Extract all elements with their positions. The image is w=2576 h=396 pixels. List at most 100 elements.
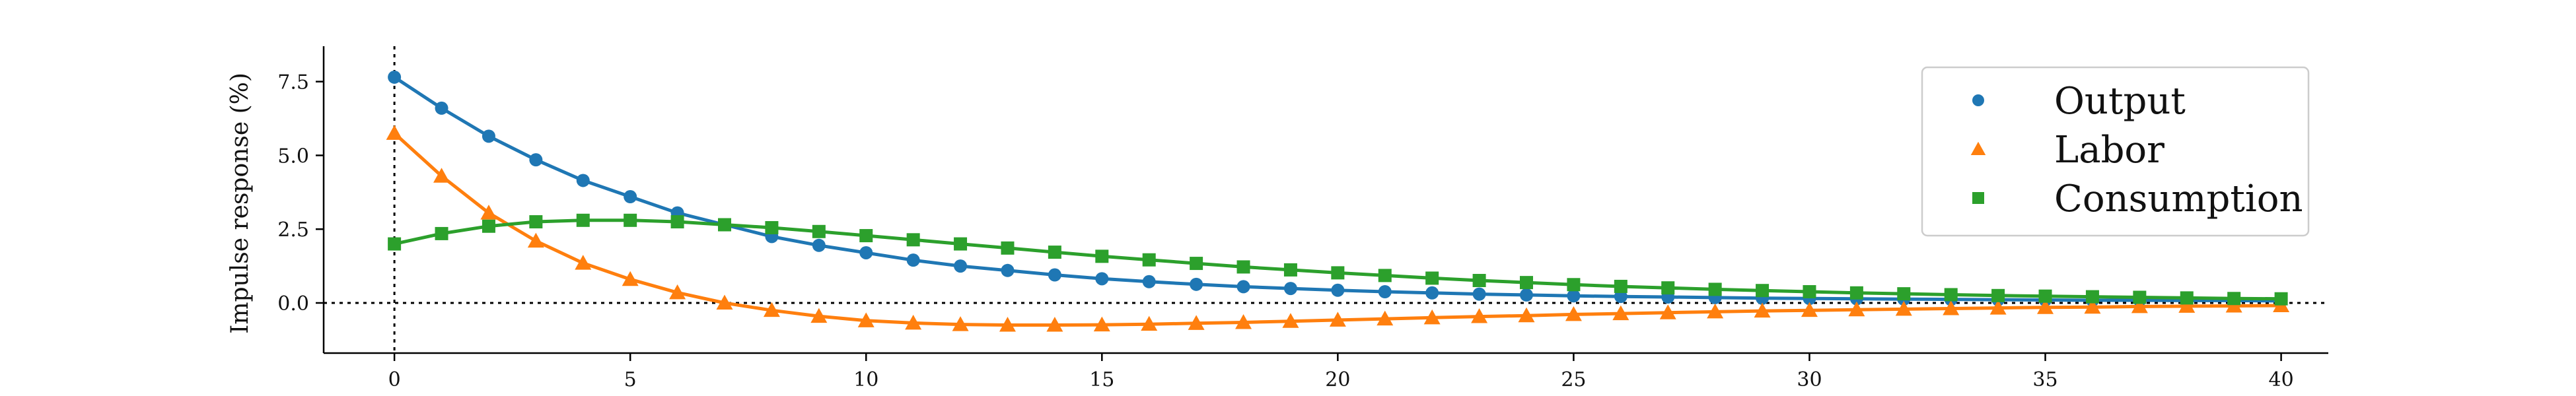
data-point-consumption	[1190, 257, 1203, 271]
x-tick-label: 15	[1089, 368, 1114, 391]
data-point-output	[954, 259, 968, 273]
data-point-labor	[857, 312, 875, 327]
data-point-consumption	[1567, 278, 1581, 292]
data-point-labor	[480, 205, 497, 220]
x-tick-label: 40	[2268, 368, 2293, 391]
y-axis-label: Impulse response (%)	[227, 73, 254, 334]
data-point-output	[1048, 268, 1061, 282]
legend: Output Labor Consumption	[1921, 66, 2310, 237]
data-point-consumption	[1048, 246, 1061, 259]
data-point-labor	[1471, 308, 1488, 323]
data-point-output	[482, 129, 495, 143]
data-point-consumption	[388, 237, 402, 251]
data-point-consumption	[1520, 276, 1533, 290]
data-point-labor	[1423, 309, 1441, 325]
x-tick-label: 35	[2032, 368, 2057, 391]
data-point-consumption	[812, 224, 826, 238]
data-point-output	[1236, 280, 1250, 294]
y-tick-label: 5.0	[277, 145, 309, 168]
x-tick-label: 25	[1561, 368, 1586, 391]
data-point-output	[1378, 285, 1392, 298]
plot-area	[324, 46, 2328, 353]
data-point-consumption	[2274, 292, 2288, 306]
data-point-output	[1425, 286, 1439, 300]
data-point-consumption	[1803, 285, 1816, 298]
data-point-consumption	[1849, 286, 1863, 300]
data-point-labor	[1093, 316, 1110, 332]
data-point-consumption	[718, 218, 731, 232]
data-point-labor	[763, 302, 780, 317]
legend-marker-consumption	[1972, 192, 1984, 204]
data-point-labor	[1377, 310, 1394, 326]
x-tick-label: 20	[1325, 368, 1350, 391]
data-point-consumption	[1944, 288, 1958, 302]
data-point-consumption	[1661, 281, 1675, 295]
data-point-output	[1142, 275, 1156, 288]
data-point-consumption	[1614, 279, 1628, 293]
data-point-consumption	[859, 229, 873, 243]
data-point-consumption	[1708, 282, 1722, 296]
data-point-output	[624, 190, 637, 204]
x-tick-label: 5	[624, 368, 637, 391]
data-point-labor	[2084, 298, 2101, 314]
data-point-consumption	[1756, 284, 1770, 298]
data-point-consumption	[1095, 249, 1109, 263]
data-point-output	[388, 70, 402, 84]
data-point-output	[812, 238, 826, 252]
data-point-consumption	[2227, 292, 2241, 306]
data-point-labor	[2037, 299, 2054, 314]
data-point-labor	[1895, 300, 1912, 316]
data-point-consumption	[1142, 253, 1156, 267]
data-point-consumption	[1283, 263, 1297, 277]
data-point-labor	[1848, 301, 1865, 317]
data-point-consumption	[624, 213, 637, 227]
y-tick-label: 0.0	[277, 292, 309, 315]
legend-label-output: Output	[2054, 80, 2186, 123]
data-point-output	[906, 253, 920, 267]
data-point-output	[1614, 290, 1628, 304]
data-point-labor	[669, 284, 686, 300]
data-point-consumption	[670, 215, 684, 229]
data-point-consumption	[1897, 287, 1911, 301]
data-point-output	[1567, 289, 1581, 303]
data-point-labor	[1943, 300, 1960, 315]
data-point-labor	[1518, 307, 1535, 323]
axes: 0 5 10 15 20 25 30 35 40 0.0 2.5 5.0 7.5	[277, 46, 2328, 391]
data-point-consumption	[2133, 290, 2147, 304]
x-tick-label: 0	[388, 368, 401, 391]
y-tick-label: 2.5	[277, 218, 309, 242]
data-point-labor	[2178, 298, 2196, 313]
data-point-consumption	[954, 237, 968, 251]
data-point-output	[1095, 272, 1109, 286]
data-point-consumption	[1472, 274, 1486, 288]
legend-box	[1921, 66, 2310, 237]
legend-label-consumption: Consumption	[2054, 178, 2303, 220]
data-point-labor	[1754, 302, 1771, 318]
data-point-labor	[1989, 300, 2007, 315]
data-point-consumption	[529, 215, 543, 229]
data-point-output	[1472, 287, 1486, 301]
data-point-output	[1190, 277, 1203, 291]
data-point-output	[1520, 288, 1533, 302]
data-point-consumption	[2180, 291, 2194, 305]
data-point-consumption	[906, 233, 920, 247]
legend-marker-output	[1972, 94, 1984, 106]
data-point-output	[1331, 283, 1345, 297]
data-point-labor	[622, 271, 639, 286]
x-tick-label: 30	[1797, 368, 1822, 391]
data-point-consumption	[1991, 288, 2005, 302]
data-point-output	[859, 246, 873, 259]
data-point-consumption	[2085, 290, 2099, 304]
x-tick-label: 10	[853, 368, 878, 391]
data-point-output	[435, 101, 448, 115]
data-point-labor	[575, 255, 592, 270]
data-point-labor	[1565, 306, 1582, 321]
data-point-labor	[1801, 302, 1818, 317]
data-point-labor	[1141, 315, 1158, 331]
data-point-labor	[999, 317, 1016, 332]
data-point-consumption	[1425, 271, 1439, 285]
data-point-output	[576, 174, 590, 187]
data-point-labor	[1188, 315, 1205, 330]
data-point-consumption	[2038, 289, 2052, 303]
